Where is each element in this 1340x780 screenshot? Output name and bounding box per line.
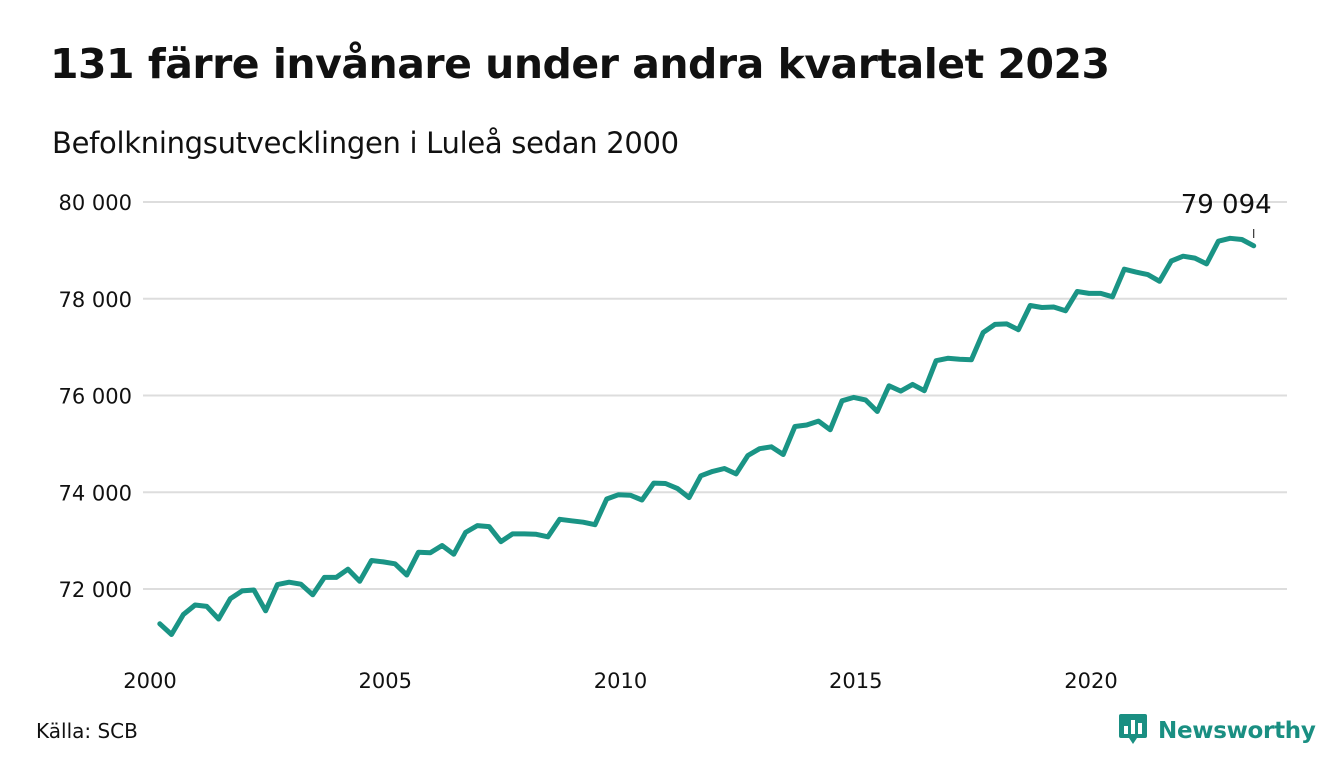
brand-name: Newsworthy	[1158, 718, 1316, 744]
y-tick-label: 72 000	[59, 578, 132, 602]
y-tick-label: 80 000	[59, 191, 132, 215]
chart-title: 131 färre invånare under andra kvartalet…	[50, 40, 1110, 88]
series-line	[157, 235, 1257, 637]
x-tick-label: 2000	[123, 669, 176, 693]
brand-logo: Newsworthy	[1118, 713, 1316, 749]
series-group	[157, 235, 1257, 637]
bar-chart-speech-bubble-icon	[1118, 713, 1148, 749]
y-tick-label: 78 000	[59, 288, 132, 312]
chart-subtitle: Befolkningsutvecklingen i Luleå sedan 20…	[52, 126, 679, 160]
x-tick-label: 2015	[829, 669, 882, 693]
y-axis-tick-labels: 72 000 74 000 76 000 78 000 80 000	[59, 191, 132, 602]
end-value-label: 79 094	[1181, 190, 1272, 220]
grid-lines	[143, 201, 1287, 590]
x-axis-tick-labels: 2000 2005 2010 2015 2020	[123, 669, 1117, 693]
y-tick-label: 76 000	[59, 385, 132, 409]
source-note: Källa: SCB	[36, 719, 138, 743]
x-tick-label: 2010	[594, 669, 647, 693]
x-tick-label: 2020	[1064, 669, 1117, 693]
y-tick-label: 74 000	[59, 481, 132, 505]
annotations: 79 094	[1181, 190, 1272, 238]
x-tick-label: 2005	[359, 669, 412, 693]
